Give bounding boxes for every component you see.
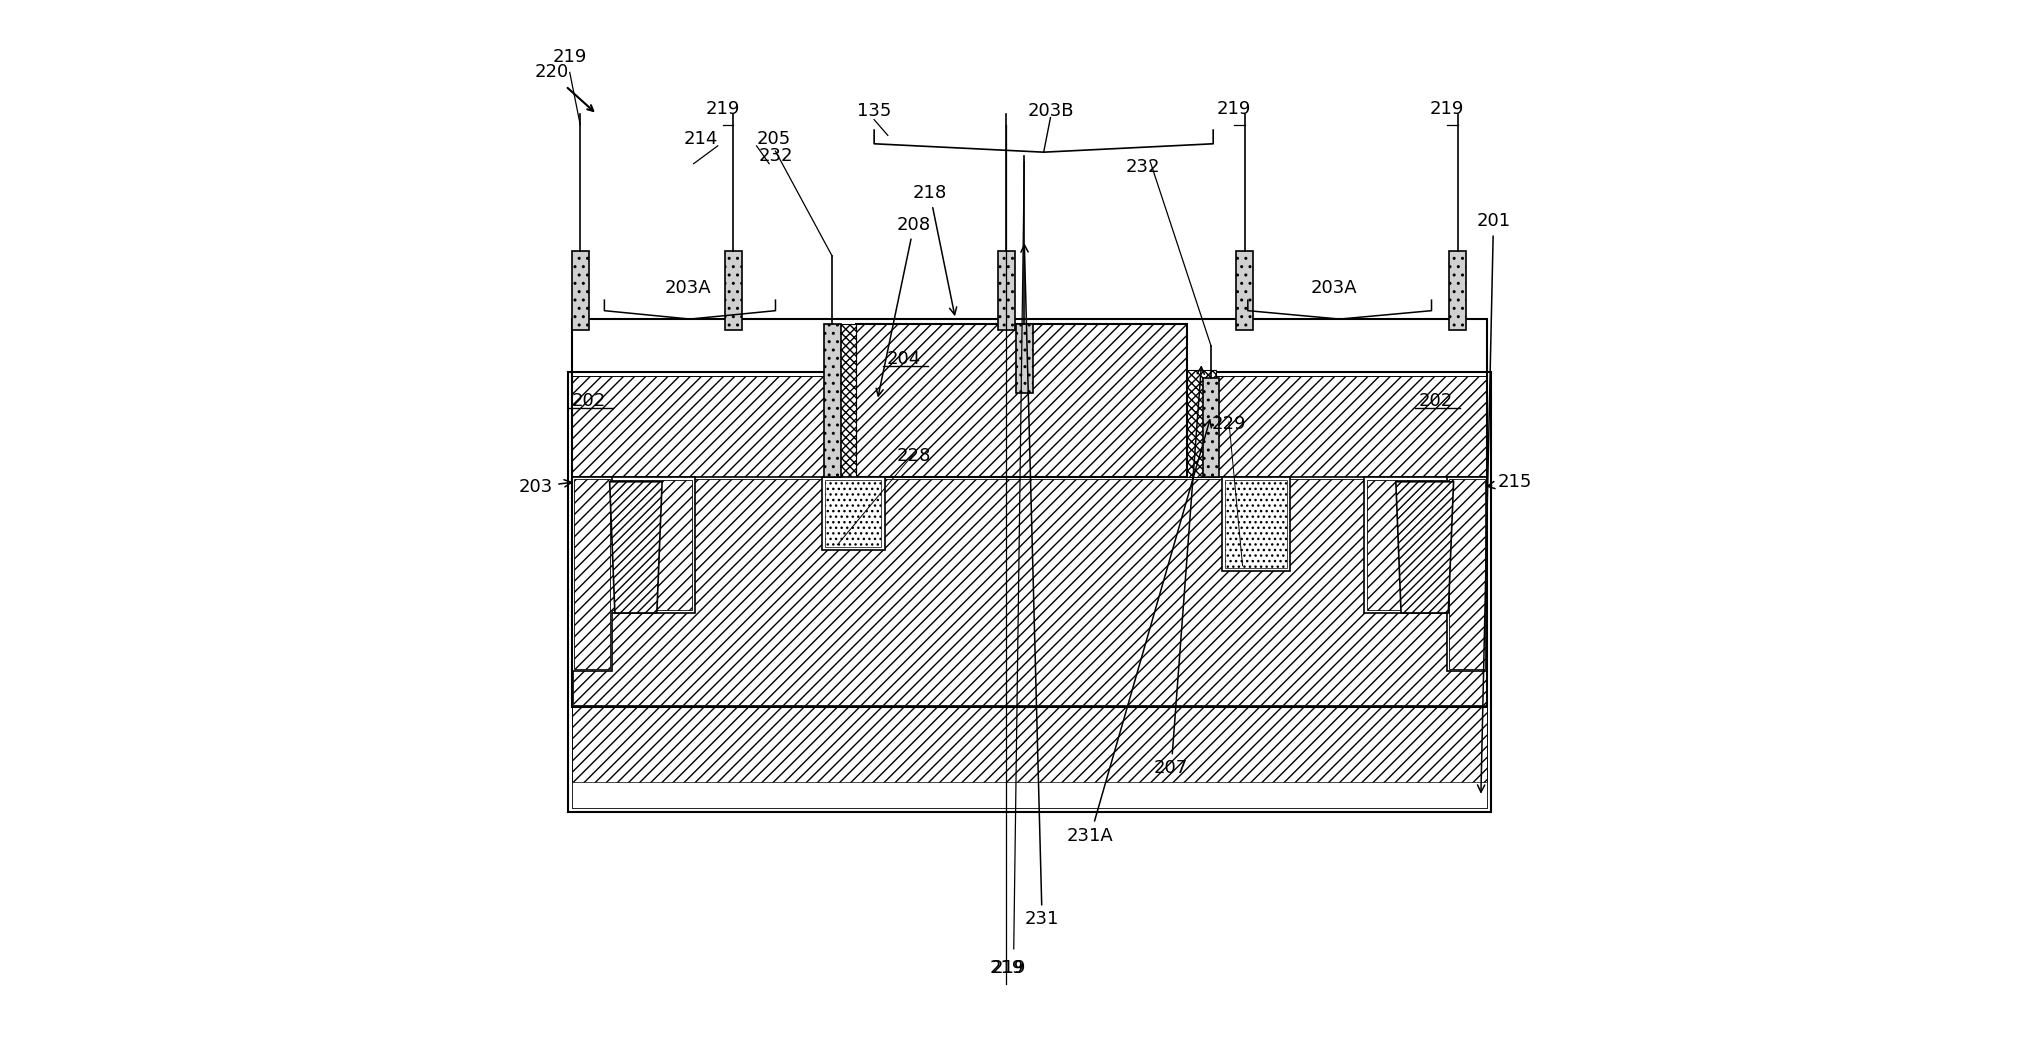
Text: 202: 202 (571, 391, 605, 409)
Bar (575, 478, 609, 669)
Text: 231A: 231A (1068, 420, 1211, 844)
Polygon shape (1396, 481, 1453, 613)
Bar (569, 371, 1492, 813)
Text: 229: 229 (1213, 415, 1245, 433)
Text: 232: 232 (758, 147, 793, 165)
Bar (823, 325, 840, 476)
Text: 218: 218 (913, 184, 956, 314)
Text: 219: 219 (990, 959, 1025, 977)
Bar (573, 251, 589, 329)
Text: 232: 232 (1125, 158, 1160, 176)
Text: 214: 214 (683, 129, 717, 147)
Text: 203: 203 (520, 478, 571, 496)
Bar (856, 325, 1186, 476)
Text: 201: 201 (1476, 213, 1510, 792)
Bar (573, 478, 1486, 706)
Text: 220: 220 (534, 63, 569, 81)
Text: 219: 219 (988, 959, 1023, 977)
Bar (1221, 476, 1290, 571)
Text: 231: 231 (1021, 244, 1060, 929)
Polygon shape (609, 481, 662, 613)
Text: 219: 219 (1431, 101, 1465, 118)
Text: 202: 202 (1418, 391, 1453, 409)
Bar (575, 476, 695, 613)
Bar (821, 476, 884, 550)
Text: 208: 208 (876, 216, 931, 396)
Bar (825, 479, 882, 547)
Text: 205: 205 (756, 129, 791, 147)
Bar (573, 782, 1488, 808)
Bar (1186, 370, 1217, 476)
Bar (573, 376, 1488, 808)
Text: 204: 204 (887, 350, 921, 368)
Bar (1449, 478, 1486, 669)
Text: 215: 215 (1488, 473, 1533, 491)
Text: 219: 219 (705, 101, 740, 118)
Bar (1363, 476, 1486, 613)
Text: 207: 207 (1154, 367, 1204, 778)
Bar (1225, 479, 1286, 568)
Bar (577, 479, 691, 609)
Text: 135: 135 (856, 103, 891, 121)
Text: 228: 228 (897, 446, 931, 464)
Bar (999, 251, 1015, 329)
Bar (1015, 325, 1033, 393)
Text: 203A: 203A (664, 278, 711, 296)
Bar (1202, 378, 1219, 476)
Bar (726, 251, 742, 329)
Text: 219: 219 (1217, 101, 1251, 118)
Bar (827, 325, 856, 476)
Bar (1447, 476, 1488, 671)
Bar (573, 320, 1488, 708)
Text: 203B: 203B (1027, 103, 1074, 121)
Bar (1367, 479, 1482, 609)
Text: 219: 219 (552, 48, 587, 66)
Bar (573, 476, 1488, 708)
Bar (1237, 251, 1253, 329)
Text: 203A: 203A (1310, 278, 1357, 296)
Bar (1449, 251, 1465, 329)
Bar (573, 476, 611, 671)
